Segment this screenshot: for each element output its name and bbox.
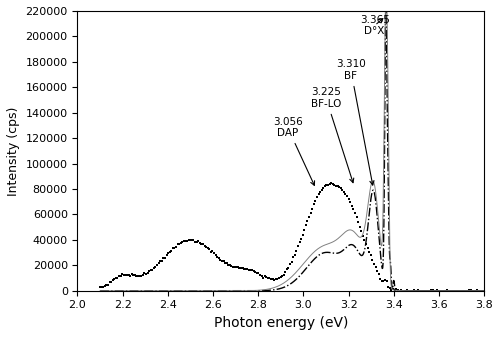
Text: 3.310
BF: 3.310 BF xyxy=(336,59,374,185)
Text: 3.225
BF-LO: 3.225 BF-LO xyxy=(311,87,354,183)
Text: 3.056
DAP: 3.056 DAP xyxy=(272,117,314,185)
X-axis label: Photon energy (eV): Photon energy (eV) xyxy=(214,316,348,330)
Y-axis label: Intensity (cps): Intensity (cps) xyxy=(7,106,20,195)
Text: 3.365
D°X: 3.365 D°X xyxy=(360,15,390,36)
